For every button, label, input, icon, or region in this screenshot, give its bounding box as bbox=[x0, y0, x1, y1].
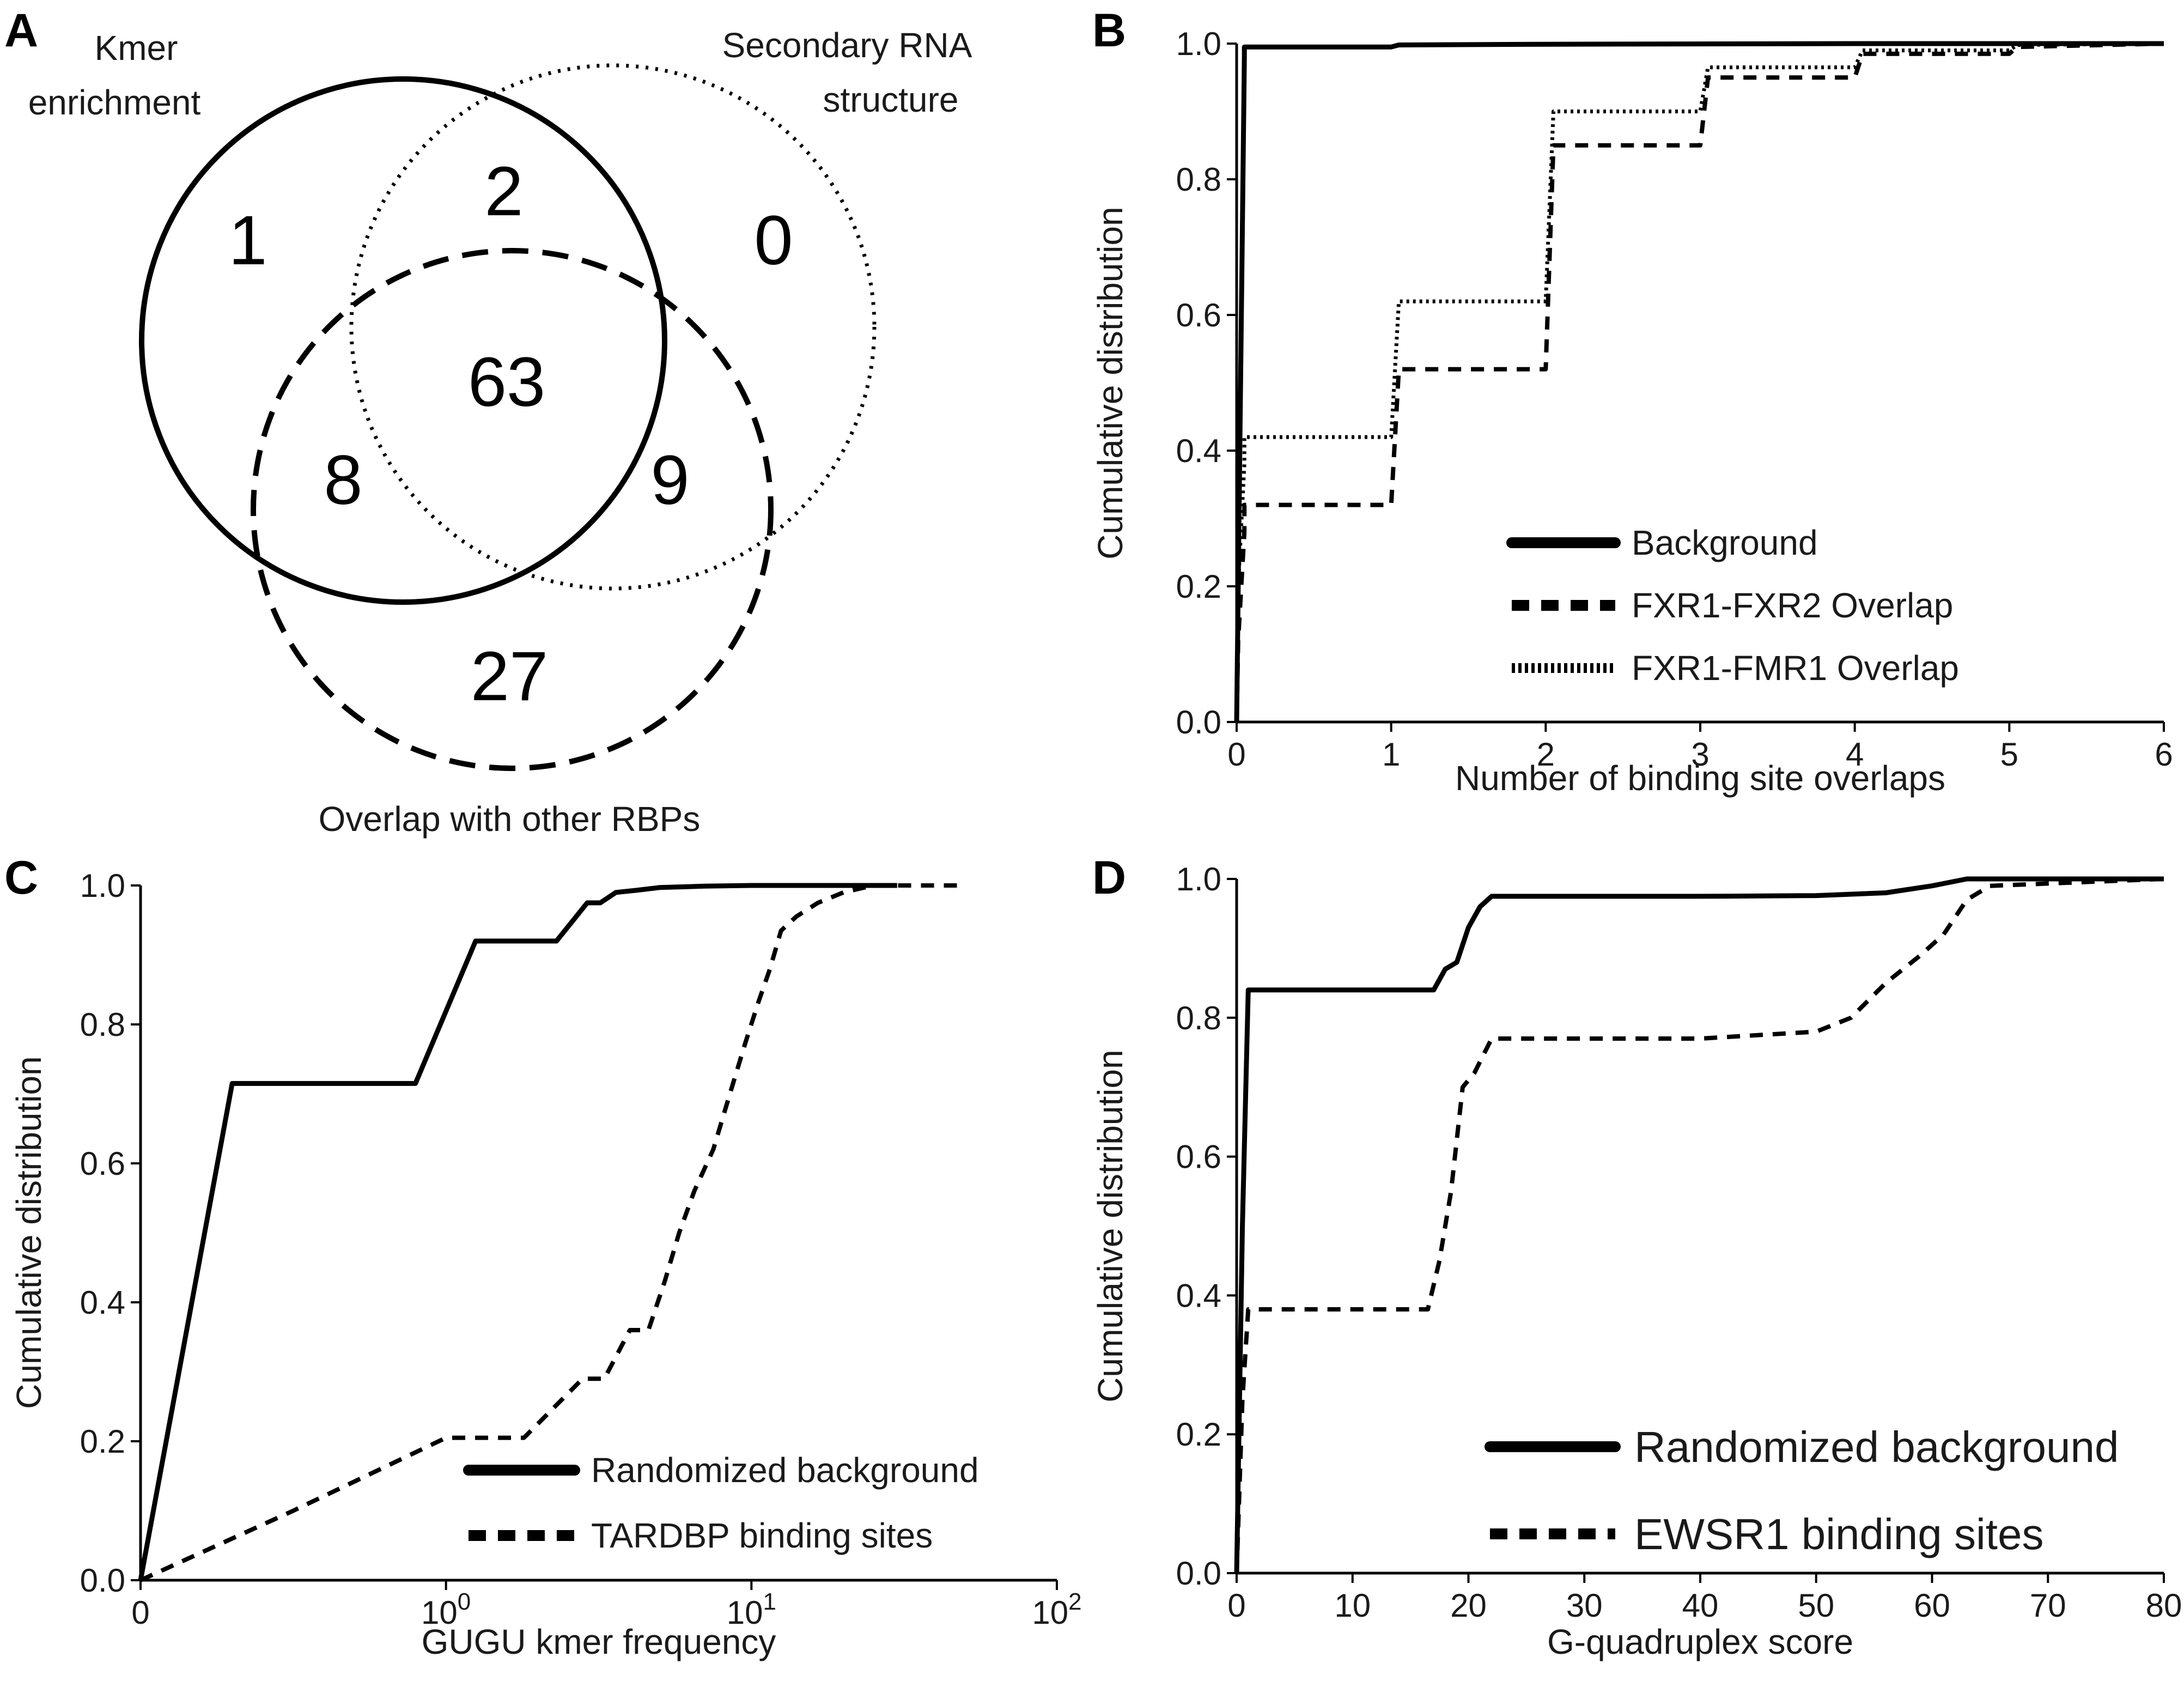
x-tick-label-d: 20 bbox=[1450, 1587, 1487, 1624]
x-axis-title-c: GUGU kmer frequency bbox=[422, 1622, 776, 1661]
x-tick-label-b: 4 bbox=[1846, 736, 1864, 773]
panel-label-b: B bbox=[1092, 4, 1126, 57]
panel-label-c: C bbox=[4, 852, 38, 904]
y-axis-title-c: Cumulative distribution bbox=[9, 1056, 48, 1409]
set-label-kmer-line2: enrichment bbox=[28, 83, 201, 122]
y-tick-label-d: 0.4 bbox=[1176, 1277, 1221, 1314]
legend-label-b-0: Background bbox=[1632, 523, 1818, 562]
x-tick-label-c: 0 bbox=[131, 1594, 149, 1631]
y-tick-label-b: 0.0 bbox=[1176, 704, 1221, 741]
y-tick-label-c: 0.0 bbox=[80, 1562, 125, 1599]
set-label-overlap: Overlap with other RBPs bbox=[319, 799, 701, 839]
series-line-d-1 bbox=[1234, 877, 2164, 1574]
x-tick-label-c: 100 bbox=[421, 1588, 471, 1631]
series-line-c-0 bbox=[138, 883, 897, 1581]
set-label-secondary-line1: Secondary RNA bbox=[722, 26, 972, 65]
x-tick-label-d: 10 bbox=[1334, 1587, 1371, 1624]
set-label-kmer-line1: Kmer bbox=[95, 28, 178, 68]
set-label-secondary-line2: structure bbox=[823, 80, 959, 119]
venn-count-all-three: 63 bbox=[468, 343, 545, 421]
x-tick-label-d: 30 bbox=[1566, 1587, 1603, 1624]
panel-label-a: A bbox=[4, 4, 38, 57]
venn-circle-secondary bbox=[349, 63, 877, 591]
x-tick-label-d: 0 bbox=[1227, 1587, 1245, 1624]
x-tick-label-b: 3 bbox=[1691, 736, 1709, 773]
y-tick-label-d: 0.6 bbox=[1176, 1139, 1221, 1175]
x-axis-title-b: Number of binding site overlaps bbox=[1455, 758, 1945, 798]
y-tick-label-d: 1.0 bbox=[1176, 861, 1221, 897]
x-tick-label-b: 5 bbox=[2000, 736, 2018, 773]
x-tick-label-d: 60 bbox=[1914, 1587, 1950, 1624]
y-tick-label-b: 0.2 bbox=[1176, 568, 1221, 605]
x-axis-title-d: G-quadruplex score bbox=[1547, 1622, 1853, 1661]
y-tick-label-b: 0.6 bbox=[1176, 297, 1221, 333]
venn-count-overlap-only: 27 bbox=[471, 638, 548, 715]
x-tick-label-b: 2 bbox=[1537, 736, 1555, 773]
venn-circle-overlap bbox=[251, 248, 774, 771]
y-tick-label-b: 0.8 bbox=[1176, 161, 1221, 198]
x-tick-label-d: 50 bbox=[1798, 1587, 1834, 1624]
panel-label-d: D bbox=[1092, 852, 1126, 904]
y-tick-label-d: 0.2 bbox=[1176, 1416, 1221, 1453]
legend-label-d-1: EWSR1 binding sites bbox=[1634, 1510, 2043, 1558]
y-tick-label-b: 1.0 bbox=[1176, 26, 1221, 62]
venn-count-secondary-only: 0 bbox=[754, 202, 793, 280]
y-tick-label-c: 0.2 bbox=[80, 1423, 125, 1460]
x-tick-label-d: 70 bbox=[2030, 1587, 2066, 1624]
y-axis-title-b: Cumulative distribution bbox=[1091, 207, 1130, 559]
legend-label-b-1: FXR1-FXR2 Overlap bbox=[1632, 586, 1953, 625]
x-tick-label-b: 6 bbox=[2155, 736, 2173, 773]
venn-circle-kmer bbox=[139, 76, 667, 605]
series-line-c-1 bbox=[139, 883, 965, 1582]
x-tick-label-b: 0 bbox=[1227, 736, 1245, 773]
series-line-b-0 bbox=[1234, 41, 2164, 723]
x-tick-label-b: 1 bbox=[1382, 736, 1400, 773]
panel-a: A Kmer enrichment Secondary RNA structur… bbox=[4, 4, 972, 839]
series-line-d-0 bbox=[1234, 876, 2164, 1574]
y-tick-label-c: 0.6 bbox=[80, 1145, 125, 1182]
y-tick-label-b: 0.4 bbox=[1176, 433, 1221, 469]
venn-count-secondary-overlap: 9 bbox=[650, 441, 689, 519]
venn-count-kmer-secondary: 2 bbox=[484, 153, 523, 230]
panel-d: D 0.0 0.2 0.4 0.6 0.8 1.0 0 10 20 30 40 50 60 70 80 Cum… bbox=[1091, 852, 2182, 1661]
legend-label-d-0: Randomized background bbox=[1634, 1423, 2119, 1471]
legend-label-c-1: TARDBP binding sites bbox=[591, 1516, 933, 1555]
x-tick-label-d: 80 bbox=[2146, 1587, 2182, 1624]
y-axis-title-d: Cumulative distribution bbox=[1091, 1049, 1130, 1402]
x-tick-label-c: 101 bbox=[727, 1588, 776, 1631]
series-line-b-2 bbox=[1234, 41, 2164, 723]
y-tick-label-c: 0.4 bbox=[80, 1284, 125, 1321]
venn-count-kmer-only: 1 bbox=[228, 202, 267, 280]
y-tick-label-c: 1.0 bbox=[80, 867, 125, 904]
panel-c: C 0.0 0.2 0.4 0.6 0.8 1.0 0 100 101 102 Cumulative… bbox=[4, 852, 1082, 1661]
legend-label-b-2: FXR1-FMR1 Overlap bbox=[1632, 648, 1959, 688]
x-tick-label-d: 40 bbox=[1682, 1587, 1719, 1624]
panel-b: B 0.0 0.2 0.4 0.6 0.8 1.0 0 1 2 3 4 5 6 Cumulative di… bbox=[1091, 4, 2173, 798]
y-tick-label-d: 0.0 bbox=[1176, 1555, 1221, 1592]
venn-count-kmer-overlap: 8 bbox=[324, 441, 362, 519]
y-tick-label-c: 0.8 bbox=[80, 1006, 125, 1043]
y-tick-label-d: 0.8 bbox=[1176, 1000, 1221, 1036]
x-tick-label-c: 102 bbox=[1032, 1588, 1081, 1631]
legend-label-c-0: Randomized background bbox=[591, 1451, 979, 1490]
